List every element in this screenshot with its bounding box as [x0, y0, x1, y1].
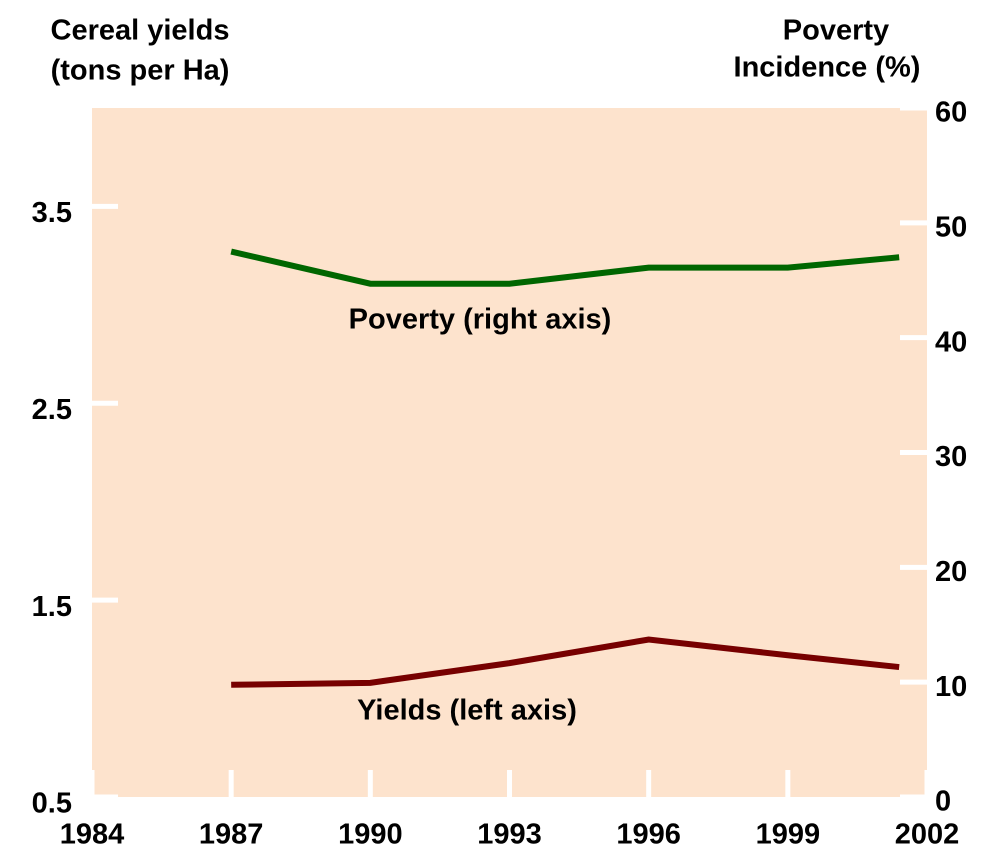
- y-axis-title: (tons per Ha): [51, 55, 230, 87]
- y2-tick-label: 20: [935, 556, 967, 588]
- y2-tick-label: 40: [935, 326, 967, 358]
- y2-tick-label: 30: [935, 441, 967, 473]
- y2-axis-title: Incidence (%): [734, 52, 921, 84]
- y2-tick-label: 50: [935, 211, 967, 243]
- y-tick-label: 1.5: [32, 591, 72, 623]
- plot-area: [92, 108, 927, 797]
- x-tick-label: 1999: [756, 819, 821, 851]
- y2-tick-label: 10: [935, 671, 967, 703]
- x-tick-label: 1990: [338, 819, 403, 851]
- series-label: Yields (left axis): [357, 695, 577, 727]
- x-tick-label: 1987: [199, 819, 264, 851]
- x-tick-label: 2002: [895, 819, 960, 851]
- y2-tick-label: 60: [935, 97, 967, 129]
- y-tick-label: 2.5: [32, 394, 72, 426]
- y-tick-label: 3.5: [32, 197, 72, 229]
- x-tick-label: 1993: [477, 819, 542, 851]
- y2-axis-title: Poverty: [783, 15, 889, 47]
- y2-tick-label: 0: [935, 786, 951, 818]
- series-line: [230, 248, 900, 287]
- x-tick-label: 1996: [616, 819, 681, 851]
- y-axis-title: Cereal yields: [51, 15, 230, 47]
- series-line: [231, 636, 900, 688]
- x-tick-label: 1984: [60, 819, 125, 851]
- series-label: Poverty (right axis): [349, 304, 612, 336]
- y-tick-label: 0.5: [32, 788, 72, 820]
